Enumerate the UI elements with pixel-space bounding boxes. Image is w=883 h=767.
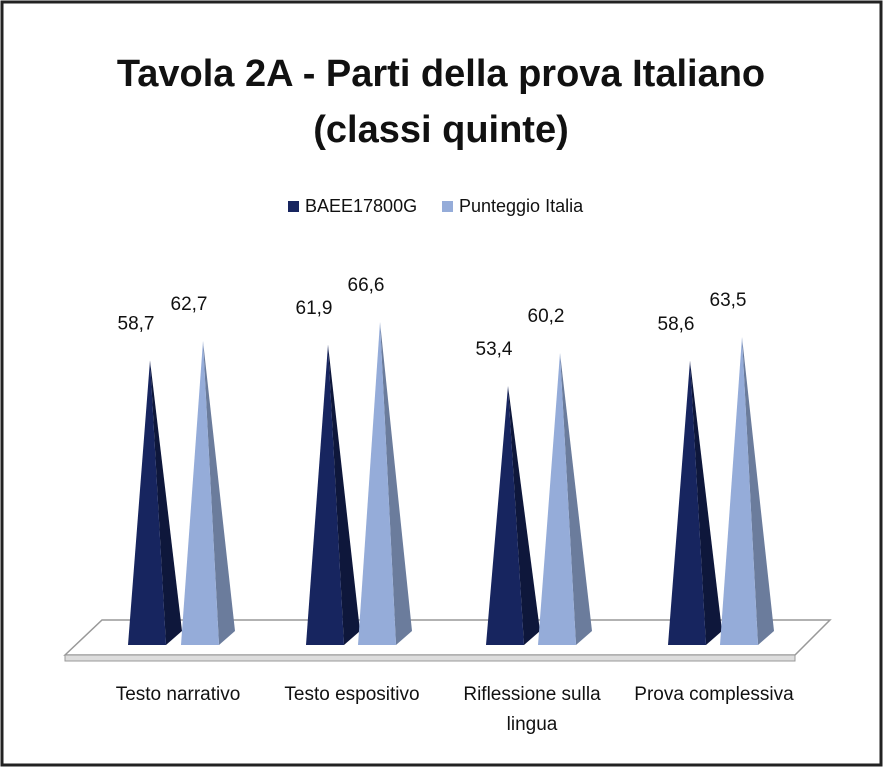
value-label: 66,6 — [348, 275, 385, 296]
pyramid-side — [203, 340, 235, 645]
pyramid-side — [150, 360, 182, 645]
floor-edge — [64, 654, 796, 662]
pyramid-side — [742, 337, 774, 645]
pyramid-side — [508, 386, 540, 645]
value-label: 60,2 — [528, 306, 565, 327]
chart-title: Tavola 2A - Parti della prova Italiano — [117, 53, 765, 95]
legend-swatch — [288, 201, 299, 212]
pyramid — [181, 340, 219, 645]
x-tick-label: Prova complessiva — [634, 684, 794, 705]
pyramid-side — [328, 344, 360, 645]
value-label: 58,6 — [658, 314, 695, 335]
value-label: 63,5 — [710, 290, 747, 311]
x-tick-label: Testo narrativo — [115, 684, 241, 705]
value-label: 53,4 — [476, 339, 513, 360]
pyramid — [128, 360, 166, 645]
x-tick-label: Testo espositivo — [284, 684, 420, 705]
x-tick-label: Riflessione sulla lingua — [463, 684, 601, 735]
value-label: 62,7 — [171, 294, 208, 315]
pyramid — [486, 386, 524, 645]
pyramid — [538, 353, 576, 645]
pyramid — [306, 344, 344, 645]
legend-label: Punteggio Italia — [459, 196, 584, 216]
pyramid — [720, 337, 758, 645]
pyramid — [668, 360, 706, 645]
value-label: 58,7 — [118, 313, 155, 334]
pyramid — [358, 322, 396, 645]
legend-label: BAEE17800G — [305, 196, 417, 216]
pyramid-side — [560, 353, 592, 645]
pyramid-side — [690, 360, 722, 645]
chart-subtitle: (classi quinte) — [313, 109, 569, 151]
value-label: 61,9 — [296, 298, 333, 319]
pyramid-side — [380, 322, 412, 645]
legend-swatch — [442, 201, 453, 212]
